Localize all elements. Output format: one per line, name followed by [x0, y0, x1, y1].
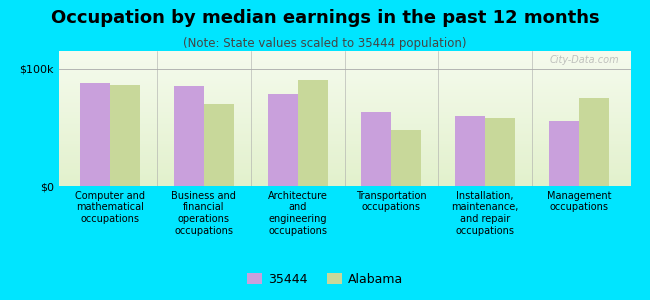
Bar: [549, 122, 579, 186]
Bar: [361, 112, 391, 186]
Text: Occupation by median earnings in the past 12 months: Occupation by median earnings in the pas…: [51, 9, 599, 27]
Bar: [174, 86, 204, 186]
Bar: [204, 104, 234, 186]
Bar: [485, 118, 515, 186]
Bar: [110, 85, 140, 186]
Bar: [455, 116, 485, 186]
Bar: [80, 83, 110, 186]
Text: (Note: State values scaled to 35444 population): (Note: State values scaled to 35444 popu…: [183, 38, 467, 50]
Bar: [268, 94, 298, 186]
Bar: [298, 80, 328, 186]
Bar: [579, 98, 609, 186]
Bar: [391, 130, 421, 186]
Legend: 35444, Alabama: 35444, Alabama: [242, 268, 408, 291]
Text: City-Data.com: City-Data.com: [549, 55, 619, 65]
